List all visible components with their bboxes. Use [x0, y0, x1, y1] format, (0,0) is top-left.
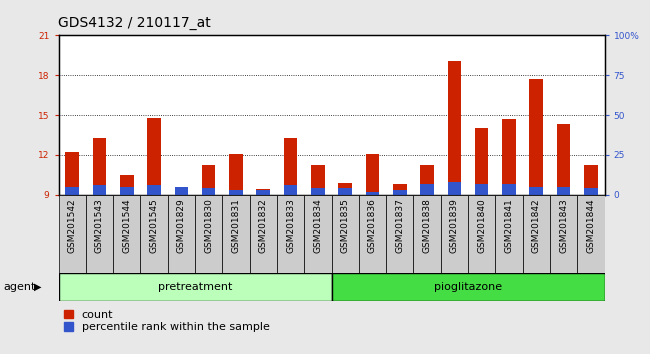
Bar [584, 188, 598, 195]
Text: agent: agent [3, 282, 36, 292]
Bar [148, 118, 161, 195]
Bar [556, 187, 571, 195]
Bar [229, 190, 243, 195]
Text: pioglitazone: pioglitazone [434, 282, 502, 292]
Text: GSM201841: GSM201841 [504, 199, 514, 253]
Bar [339, 183, 352, 195]
Bar [523, 195, 550, 273]
Text: GSM201543: GSM201543 [95, 199, 104, 253]
Bar [393, 184, 407, 195]
Bar [58, 273, 332, 301]
Bar [550, 195, 577, 273]
Bar [92, 185, 107, 195]
Bar [365, 192, 380, 195]
Bar [250, 195, 277, 273]
Bar [530, 79, 543, 195]
Bar [474, 183, 489, 195]
Bar [413, 195, 441, 273]
Text: GSM201839: GSM201839 [450, 199, 459, 253]
Text: GSM201830: GSM201830 [204, 199, 213, 253]
Text: GSM201545: GSM201545 [150, 199, 159, 253]
Bar [339, 188, 352, 195]
Bar [277, 195, 304, 273]
Bar [332, 195, 359, 273]
Bar [359, 195, 386, 273]
Bar [86, 195, 113, 273]
Bar [386, 195, 413, 273]
Bar [202, 166, 216, 195]
Bar [65, 152, 79, 195]
Bar [113, 195, 140, 273]
Bar [140, 195, 168, 273]
Text: pretreatment: pretreatment [158, 282, 232, 292]
Bar [120, 187, 134, 195]
Bar [284, 185, 298, 195]
Bar [311, 166, 324, 195]
Text: GSM201837: GSM201837 [395, 199, 404, 253]
Bar [584, 166, 598, 195]
Bar [311, 188, 324, 195]
Legend: count, percentile rank within the sample: count, percentile rank within the sample [64, 310, 270, 332]
Text: GSM201544: GSM201544 [122, 199, 131, 253]
Bar [256, 189, 270, 195]
Bar [284, 138, 298, 195]
Bar [148, 185, 161, 195]
Bar [195, 195, 222, 273]
Text: GSM201831: GSM201831 [231, 199, 240, 253]
Bar [495, 195, 523, 273]
Text: GSM201542: GSM201542 [68, 199, 77, 253]
Text: GSM201842: GSM201842 [532, 199, 541, 253]
Bar [441, 195, 468, 273]
Text: GSM201840: GSM201840 [477, 199, 486, 253]
Text: GSM201844: GSM201844 [586, 199, 595, 253]
Bar [393, 190, 407, 195]
Bar [229, 154, 243, 195]
Bar [202, 188, 216, 195]
Bar [421, 166, 434, 195]
Bar [365, 154, 380, 195]
Bar [65, 187, 79, 195]
Bar [468, 195, 495, 273]
Bar [502, 119, 516, 195]
Text: GSM201834: GSM201834 [313, 199, 322, 253]
Bar [222, 195, 250, 273]
Bar [174, 188, 188, 195]
Bar [447, 182, 461, 195]
Text: GDS4132 / 210117_at: GDS4132 / 210117_at [58, 16, 211, 30]
Bar [502, 183, 516, 195]
Bar [304, 195, 332, 273]
Bar [256, 190, 270, 195]
Text: GSM201833: GSM201833 [286, 199, 295, 253]
Bar [530, 187, 543, 195]
Bar [174, 187, 188, 195]
Bar [120, 175, 134, 195]
Text: GSM201838: GSM201838 [422, 199, 432, 253]
Bar [58, 195, 86, 273]
Bar [577, 195, 605, 273]
Text: ▶: ▶ [34, 282, 42, 292]
Bar [421, 183, 434, 195]
Text: GSM201832: GSM201832 [259, 199, 268, 253]
Text: GSM201836: GSM201836 [368, 199, 377, 253]
Text: GSM201835: GSM201835 [341, 199, 350, 253]
Bar [556, 124, 571, 195]
Text: GSM201829: GSM201829 [177, 199, 186, 253]
Bar [447, 61, 461, 195]
Bar [92, 138, 107, 195]
Bar [474, 128, 489, 195]
Bar [168, 195, 195, 273]
Text: GSM201843: GSM201843 [559, 199, 568, 253]
Bar [332, 273, 604, 301]
